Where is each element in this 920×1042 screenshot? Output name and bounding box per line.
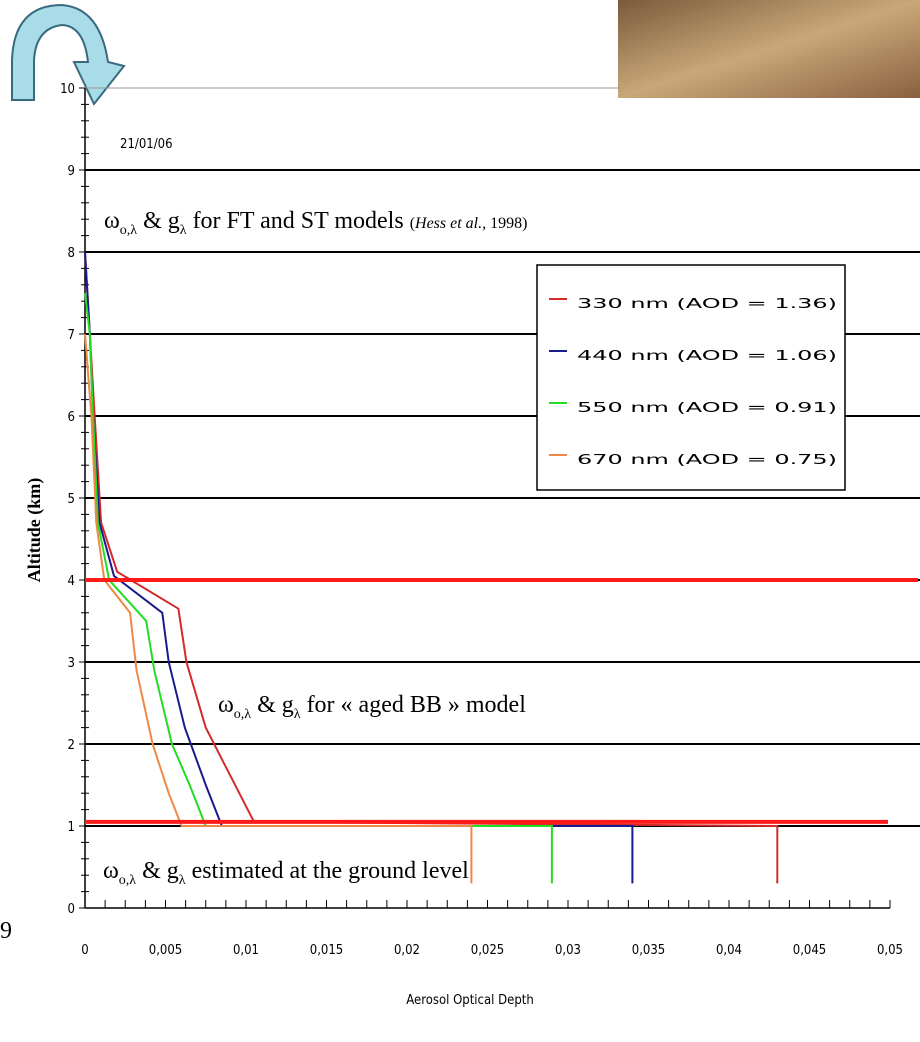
legend-label: 330 nm (AOD = 1.36) (577, 297, 837, 312)
x-tick-label: 0 (81, 943, 88, 958)
x-tick-label: 0,025 (471, 943, 504, 958)
region-label-part: λ (294, 707, 301, 722)
region-label-part: for FT and ST models (187, 208, 410, 234)
y-tick-label: 6 (68, 410, 75, 425)
region-label-part: Hess et al., (414, 215, 486, 232)
x-tick-label: 0,045 (793, 943, 826, 958)
region-label-part: & g (136, 858, 179, 884)
curved-arrow (11, 3, 126, 106)
x-axis-label: Aerosol Optical Depth (406, 993, 534, 1008)
region-label-part: ( (410, 215, 415, 232)
region-label-part: o,λ (119, 873, 137, 888)
photo (618, 0, 920, 98)
y-tick-label: 8 (68, 246, 75, 261)
region-label-part: estimated at the ground level (186, 858, 470, 884)
x-tick-label: 0,03 (555, 943, 581, 958)
y-tick-label: 9 (68, 164, 75, 179)
region-label: ωo,λ & gλ estimated at the ground level (103, 858, 469, 888)
legend-box (536, 264, 846, 491)
y-axis-label: Altitude (km) (24, 478, 45, 583)
x-tick-label: 0,035 (632, 943, 665, 958)
region-label: ωo,λ & gλ for FT and ST models (Hess et … (104, 208, 527, 238)
y-tick-label: 1 (68, 820, 75, 835)
page-fragment: 9 (0, 918, 12, 944)
x-tick-label: 0,05 (877, 943, 903, 958)
legend-label: 670 nm (AOD = 0.75) (577, 453, 837, 468)
region-label-part: o,λ (234, 707, 252, 722)
region-label-part: λ (179, 873, 186, 888)
y-tick-label: 5 (68, 492, 75, 507)
x-tick-label: 0,04 (716, 943, 742, 958)
region-label-part: ω (104, 208, 120, 234)
y-tick-label: 10 (60, 82, 75, 97)
region-label-part: ω (103, 858, 119, 884)
y-tick-label: 7 (68, 328, 75, 343)
region-label-part: 1998) (486, 215, 527, 232)
y-tick-label: 2 (68, 738, 75, 753)
region-label-part: & g (137, 208, 180, 234)
region-label: ωo,λ & gλ for « aged BB » model (218, 692, 526, 722)
y-tick-label: 4 (68, 574, 75, 589)
x-tick-label: 0,005 (149, 943, 182, 958)
x-tick-label: 0,015 (310, 943, 343, 958)
series-line (84, 292, 553, 884)
region-label-part: & g (251, 692, 294, 718)
legend-label: 440 nm (AOD = 1.06) (577, 349, 837, 364)
series-line (84, 333, 473, 884)
legend-label: 550 nm (AOD = 0.91) (577, 401, 837, 416)
region-label-part: λ (180, 223, 187, 238)
x-tick-label: 0,02 (394, 943, 420, 958)
region-label-part: for « aged BB » model (301, 692, 527, 718)
region-label-part: o,λ (120, 223, 138, 238)
date-label: 21/01/06 (120, 137, 173, 152)
region-label-part: ω (218, 692, 234, 718)
y-tick-label: 0 (68, 902, 75, 917)
x-tick-label: 0,01 (233, 943, 259, 958)
y-tick-label: 3 (68, 656, 75, 671)
